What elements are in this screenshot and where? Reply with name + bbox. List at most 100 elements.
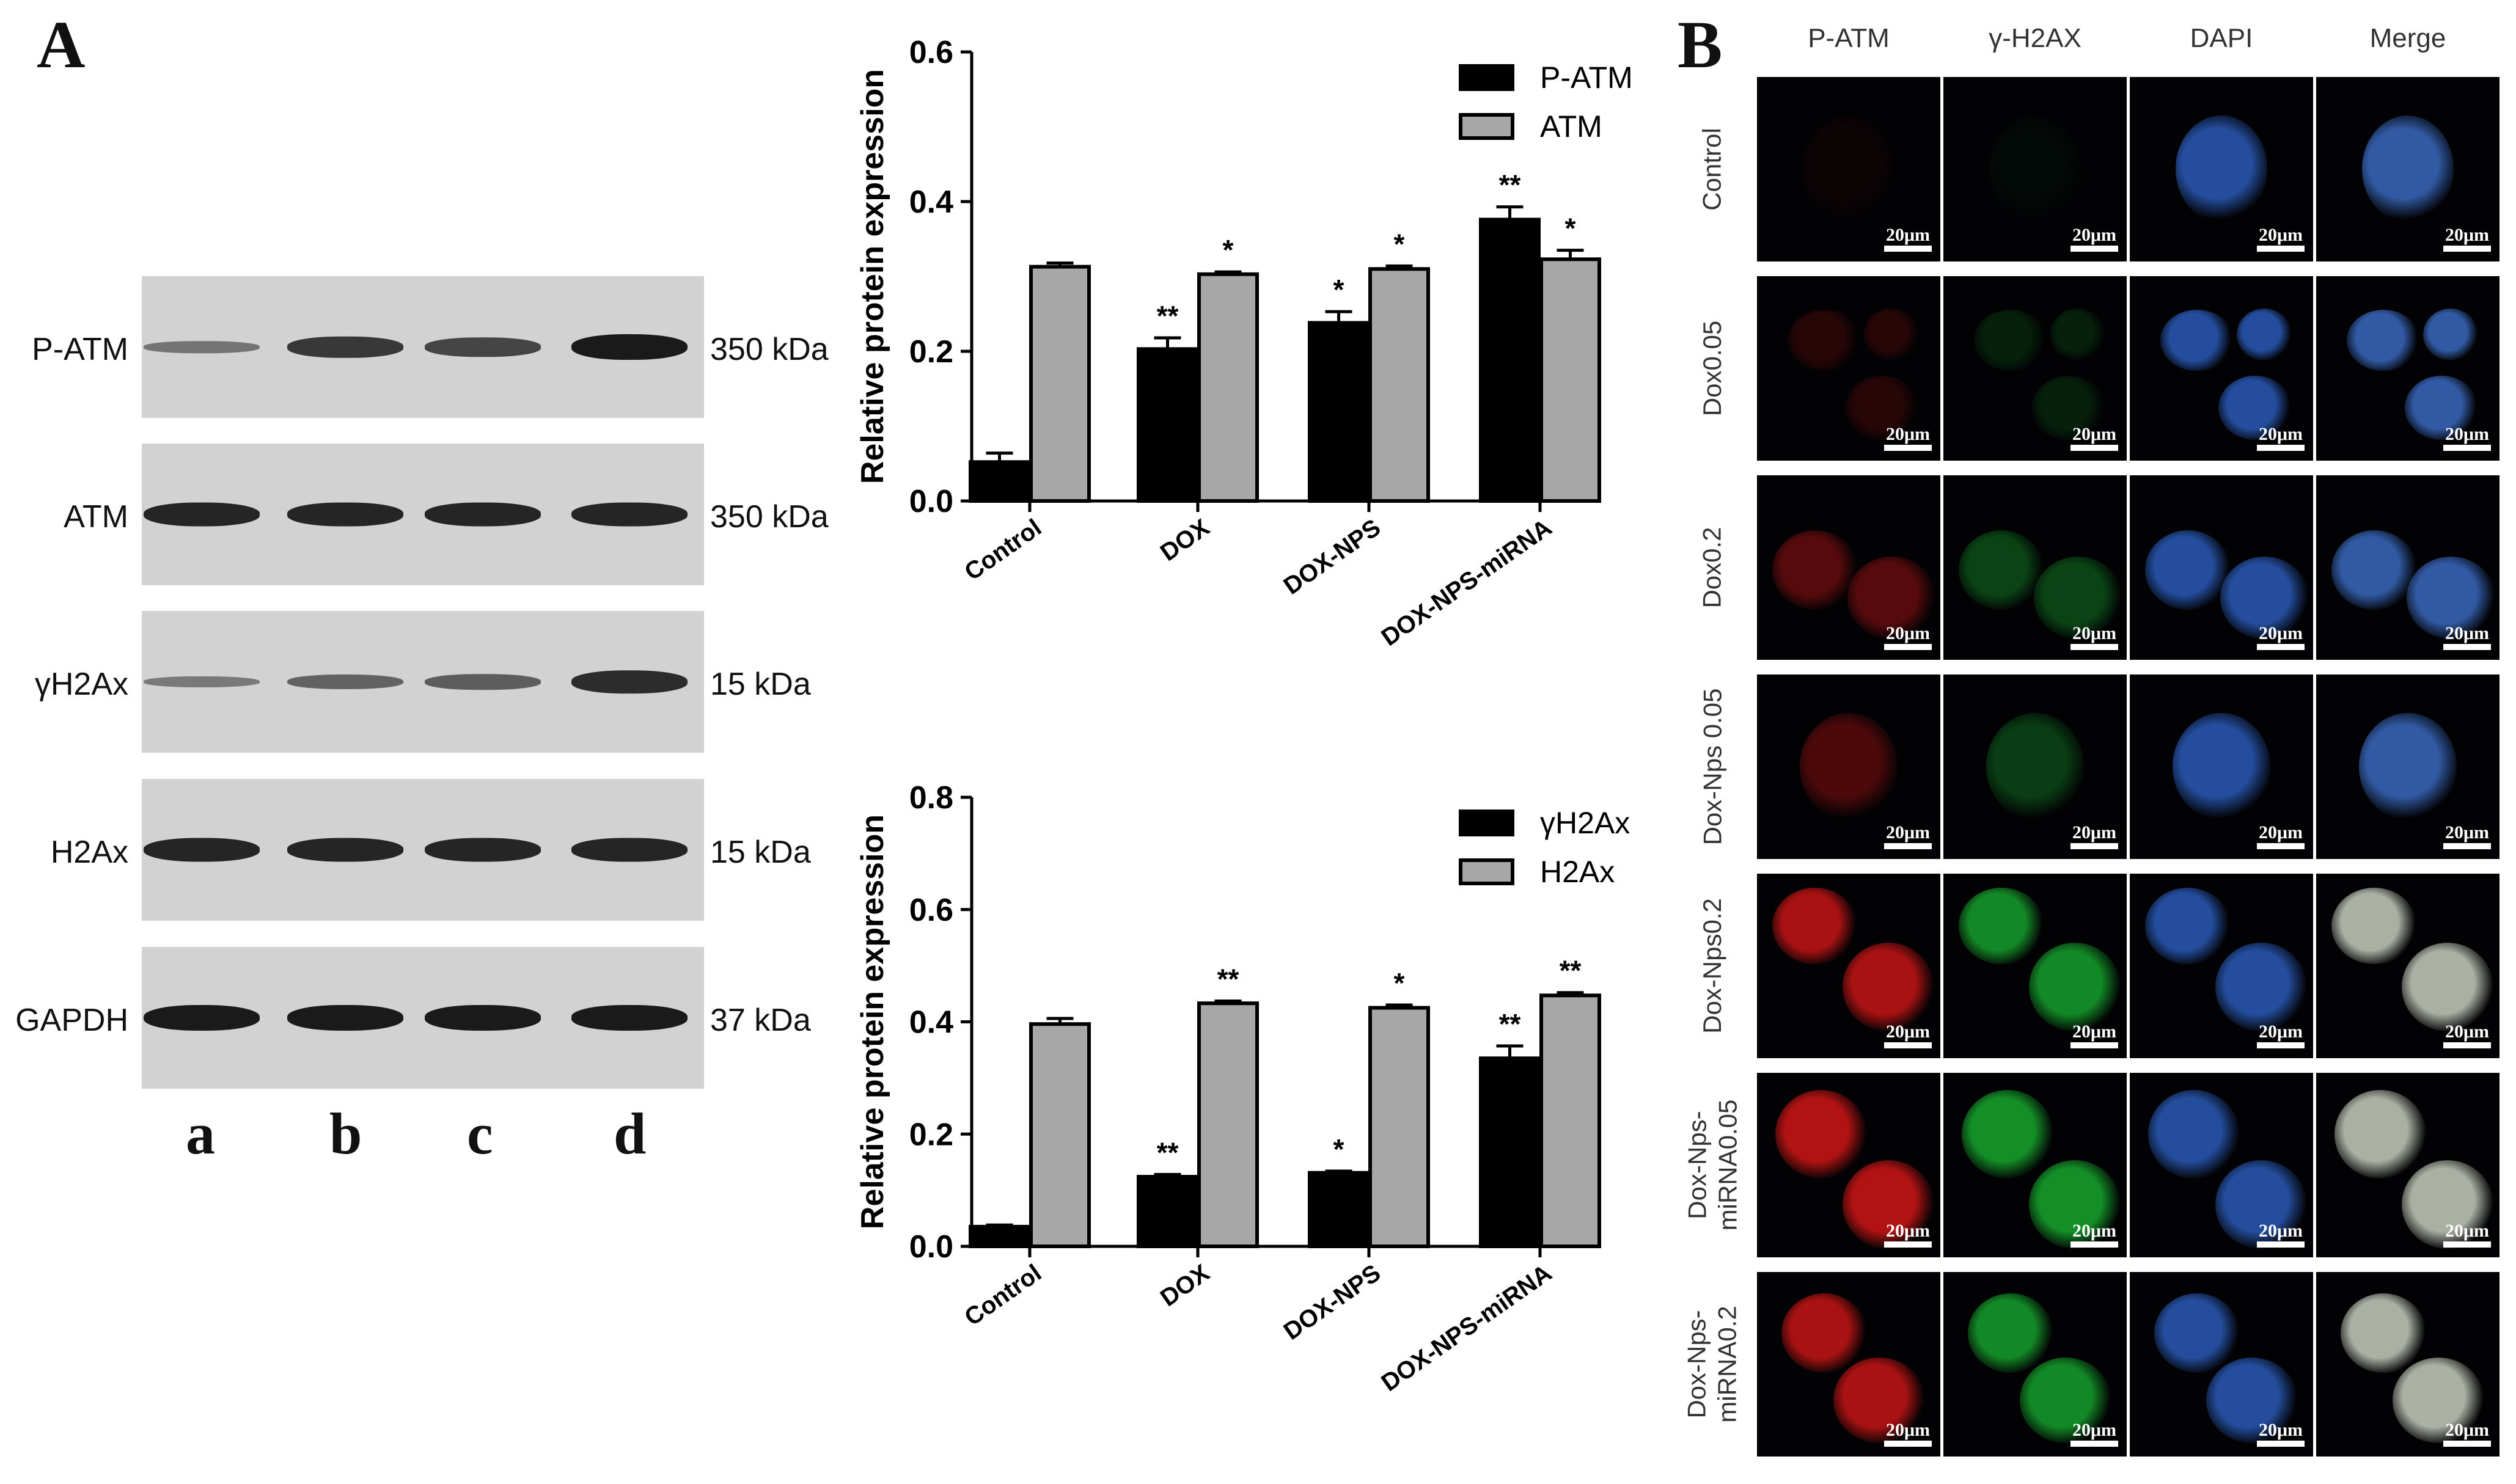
nucleus [2331, 887, 2417, 964]
micrograph: 20μm [1757, 475, 1940, 660]
blot-band [425, 502, 541, 527]
blot-band [287, 336, 403, 358]
nucleus [2393, 1358, 2484, 1443]
scale-bar-label: 20μm [1886, 424, 1930, 444]
significance-label: ** [1560, 955, 1582, 987]
micrograph: 20μm [1943, 77, 2127, 261]
nucleus [2176, 115, 2267, 222]
scale-bar: 20μm [2443, 1421, 2491, 1447]
nucleus [2218, 375, 2292, 440]
bar [1368, 267, 1430, 503]
column-header: P-ATM [1808, 23, 1890, 53]
bar [1479, 1056, 1541, 1248]
nucleus [2331, 530, 2417, 610]
blot-row [142, 947, 704, 1089]
scale-bar: 20μm [2070, 1421, 2118, 1447]
blot-band [287, 838, 403, 862]
bar [969, 1224, 1030, 1248]
significance-label: ** [1157, 300, 1179, 332]
scale-bar: 20μm [2257, 1421, 2305, 1447]
scale-bar: 20μm [2257, 624, 2305, 650]
y-axis-label: Relative protein expression [855, 814, 890, 1229]
nucleus [1864, 308, 1919, 360]
micrograph: 20μm [1943, 674, 2127, 859]
y-axis-label: Relative protein expression [855, 69, 890, 484]
nucleus [1959, 530, 2044, 610]
nucleus [2406, 556, 2495, 639]
legend-swatch [1459, 810, 1514, 836]
blot-row-label: H2Ax [50, 835, 128, 870]
micrograph: 20μm [1757, 1272, 1940, 1457]
x-tick-label: DOX-NPS-miRNA [1377, 1259, 1557, 1397]
blot-row-label: ATM [64, 499, 128, 535]
scale-bar: 20μm [2257, 824, 2305, 849]
scale-bar-label: 20μm [2259, 623, 2303, 643]
significance-label: * [1333, 1133, 1344, 1165]
nucleus [2215, 942, 2307, 1031]
scale-bar: 20μm [1884, 1421, 1932, 1447]
scale-bar-label: 20μm [2445, 822, 2489, 843]
scale-bar-label: 20μm [2445, 424, 2489, 444]
micrograph: 20μm [2316, 674, 2499, 859]
row-label: Dox-Nps 0.05 [1698, 688, 1726, 846]
bar [1308, 1171, 1370, 1248]
chart-h2ax: 0.0 0.2 0.4 0.6 0.8 Relative protein expressi… [855, 780, 1630, 1397]
lane-label: b [329, 1101, 362, 1166]
nucleus [2033, 556, 2122, 639]
row-label: Dox-Nps- miRNA0.2 [1682, 1306, 1742, 1423]
nucleus [2160, 310, 2234, 371]
nucleus [2148, 1089, 2240, 1179]
scale-bar: 20μm [2443, 1222, 2491, 1248]
micrograph: 20μm [2130, 276, 2313, 461]
scale-bar-label: 20μm [2072, 424, 2116, 444]
nucleus [2215, 1160, 2307, 1249]
micrograph: 20μm [2316, 77, 2499, 261]
bar [1479, 217, 1541, 503]
blot-band [425, 674, 541, 690]
blot-band [287, 502, 403, 527]
micrograph: 20μm [1943, 874, 2127, 1058]
blot-row-label: GAPDH [15, 1003, 128, 1038]
x-tick-label: DOX-NPS [1279, 1259, 1386, 1345]
blot-band [571, 502, 688, 527]
nucleus [1847, 556, 1936, 639]
row-label: Dox-Nps0.2 [1698, 898, 1727, 1034]
blot-band [144, 838, 260, 862]
scale-bar: 20μm [2443, 425, 2491, 451]
nucleus [1843, 942, 1934, 1031]
y-tick-label: 0.2 [909, 1117, 953, 1152]
legend-label: P-ATM [1540, 60, 1633, 95]
nucleus [1833, 1358, 1925, 1443]
scale-bar: 20μm [1884, 824, 1932, 849]
nucleus [2145, 530, 2231, 610]
micrograph: 20μm [2130, 674, 2313, 859]
y-tick-label: 0.4 [909, 185, 953, 220]
nucleus [2145, 887, 2231, 964]
blot-row [142, 779, 704, 921]
nucleus [1989, 115, 2081, 222]
lane-label: d [614, 1101, 647, 1166]
significance-label: * [1333, 274, 1344, 305]
nucleus [2341, 1293, 2426, 1373]
nucleus [2347, 310, 2420, 371]
bar [1137, 1175, 1198, 1249]
scale-bar: 20μm [2443, 824, 2491, 849]
scale-bar: 20μm [2070, 226, 2118, 252]
legend-label: ATM [1540, 109, 1602, 144]
scale-bar: 20μm [2070, 1222, 2118, 1248]
y-tick-label: 0.6 [909, 35, 953, 70]
blot-band [287, 1005, 403, 1031]
x-tick-label: DOX [1156, 1259, 1215, 1312]
scale-bar: 20μm [2257, 1023, 2305, 1048]
nucleus [1775, 1089, 1867, 1179]
blot-band [425, 337, 541, 357]
nucleus [2402, 942, 2493, 1031]
row-label: Dox-Nps- miRNA0.05 [1682, 1099, 1742, 1231]
scale-bar: 20μm [2443, 1023, 2491, 1048]
blot-band [571, 670, 688, 693]
y-tick-label: 0.4 [909, 1005, 953, 1040]
scale-bar: 20μm [1884, 1023, 1932, 1048]
blot-band [571, 838, 688, 862]
scale-bar-label: 20μm [2072, 225, 2116, 245]
nucleus [1962, 1089, 2053, 1179]
